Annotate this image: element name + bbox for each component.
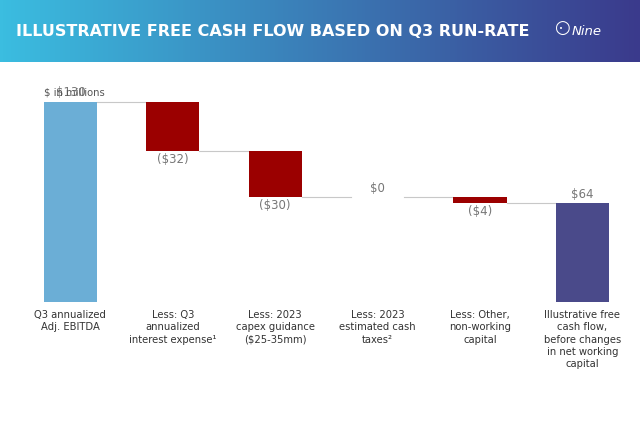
Text: Nine: Nine bbox=[572, 25, 602, 38]
Bar bbox=[556, 203, 609, 302]
Text: Less: Q3
annualized
interest expense¹: Less: Q3 annualized interest expense¹ bbox=[129, 310, 216, 344]
Text: Illustrative free
cash flow,
before changes
in net working
capital: Illustrative free cash flow, before chan… bbox=[544, 310, 621, 369]
Bar bbox=[453, 197, 507, 203]
Text: Less: Other,
non-working
capital: Less: Other, non-working capital bbox=[449, 310, 511, 344]
Text: ILLUSTRATIVE FREE CASH FLOW BASED ON Q3 RUN-RATE: ILLUSTRATIVE FREE CASH FLOW BASED ON Q3 … bbox=[16, 24, 529, 39]
Text: $ in millions: $ in millions bbox=[44, 87, 104, 97]
Bar bbox=[248, 151, 302, 197]
Bar bbox=[146, 102, 200, 151]
Text: $130: $130 bbox=[56, 86, 85, 99]
Text: ○: ○ bbox=[554, 19, 570, 37]
Text: •: • bbox=[559, 26, 563, 32]
Text: ($32): ($32) bbox=[157, 153, 189, 166]
Text: Q3 annualized
Adj. EBITDA: Q3 annualized Adj. EBITDA bbox=[35, 310, 106, 332]
Text: Less: 2023
estimated cash
taxes²: Less: 2023 estimated cash taxes² bbox=[339, 310, 416, 344]
Text: $64: $64 bbox=[571, 188, 594, 201]
Text: $0: $0 bbox=[370, 182, 385, 195]
Text: ($30): ($30) bbox=[259, 199, 291, 212]
Text: ($4): ($4) bbox=[468, 205, 492, 218]
Bar bbox=[44, 102, 97, 302]
Text: Less: 2023
capex guidance
($25-35mm): Less: 2023 capex guidance ($25-35mm) bbox=[236, 310, 315, 344]
